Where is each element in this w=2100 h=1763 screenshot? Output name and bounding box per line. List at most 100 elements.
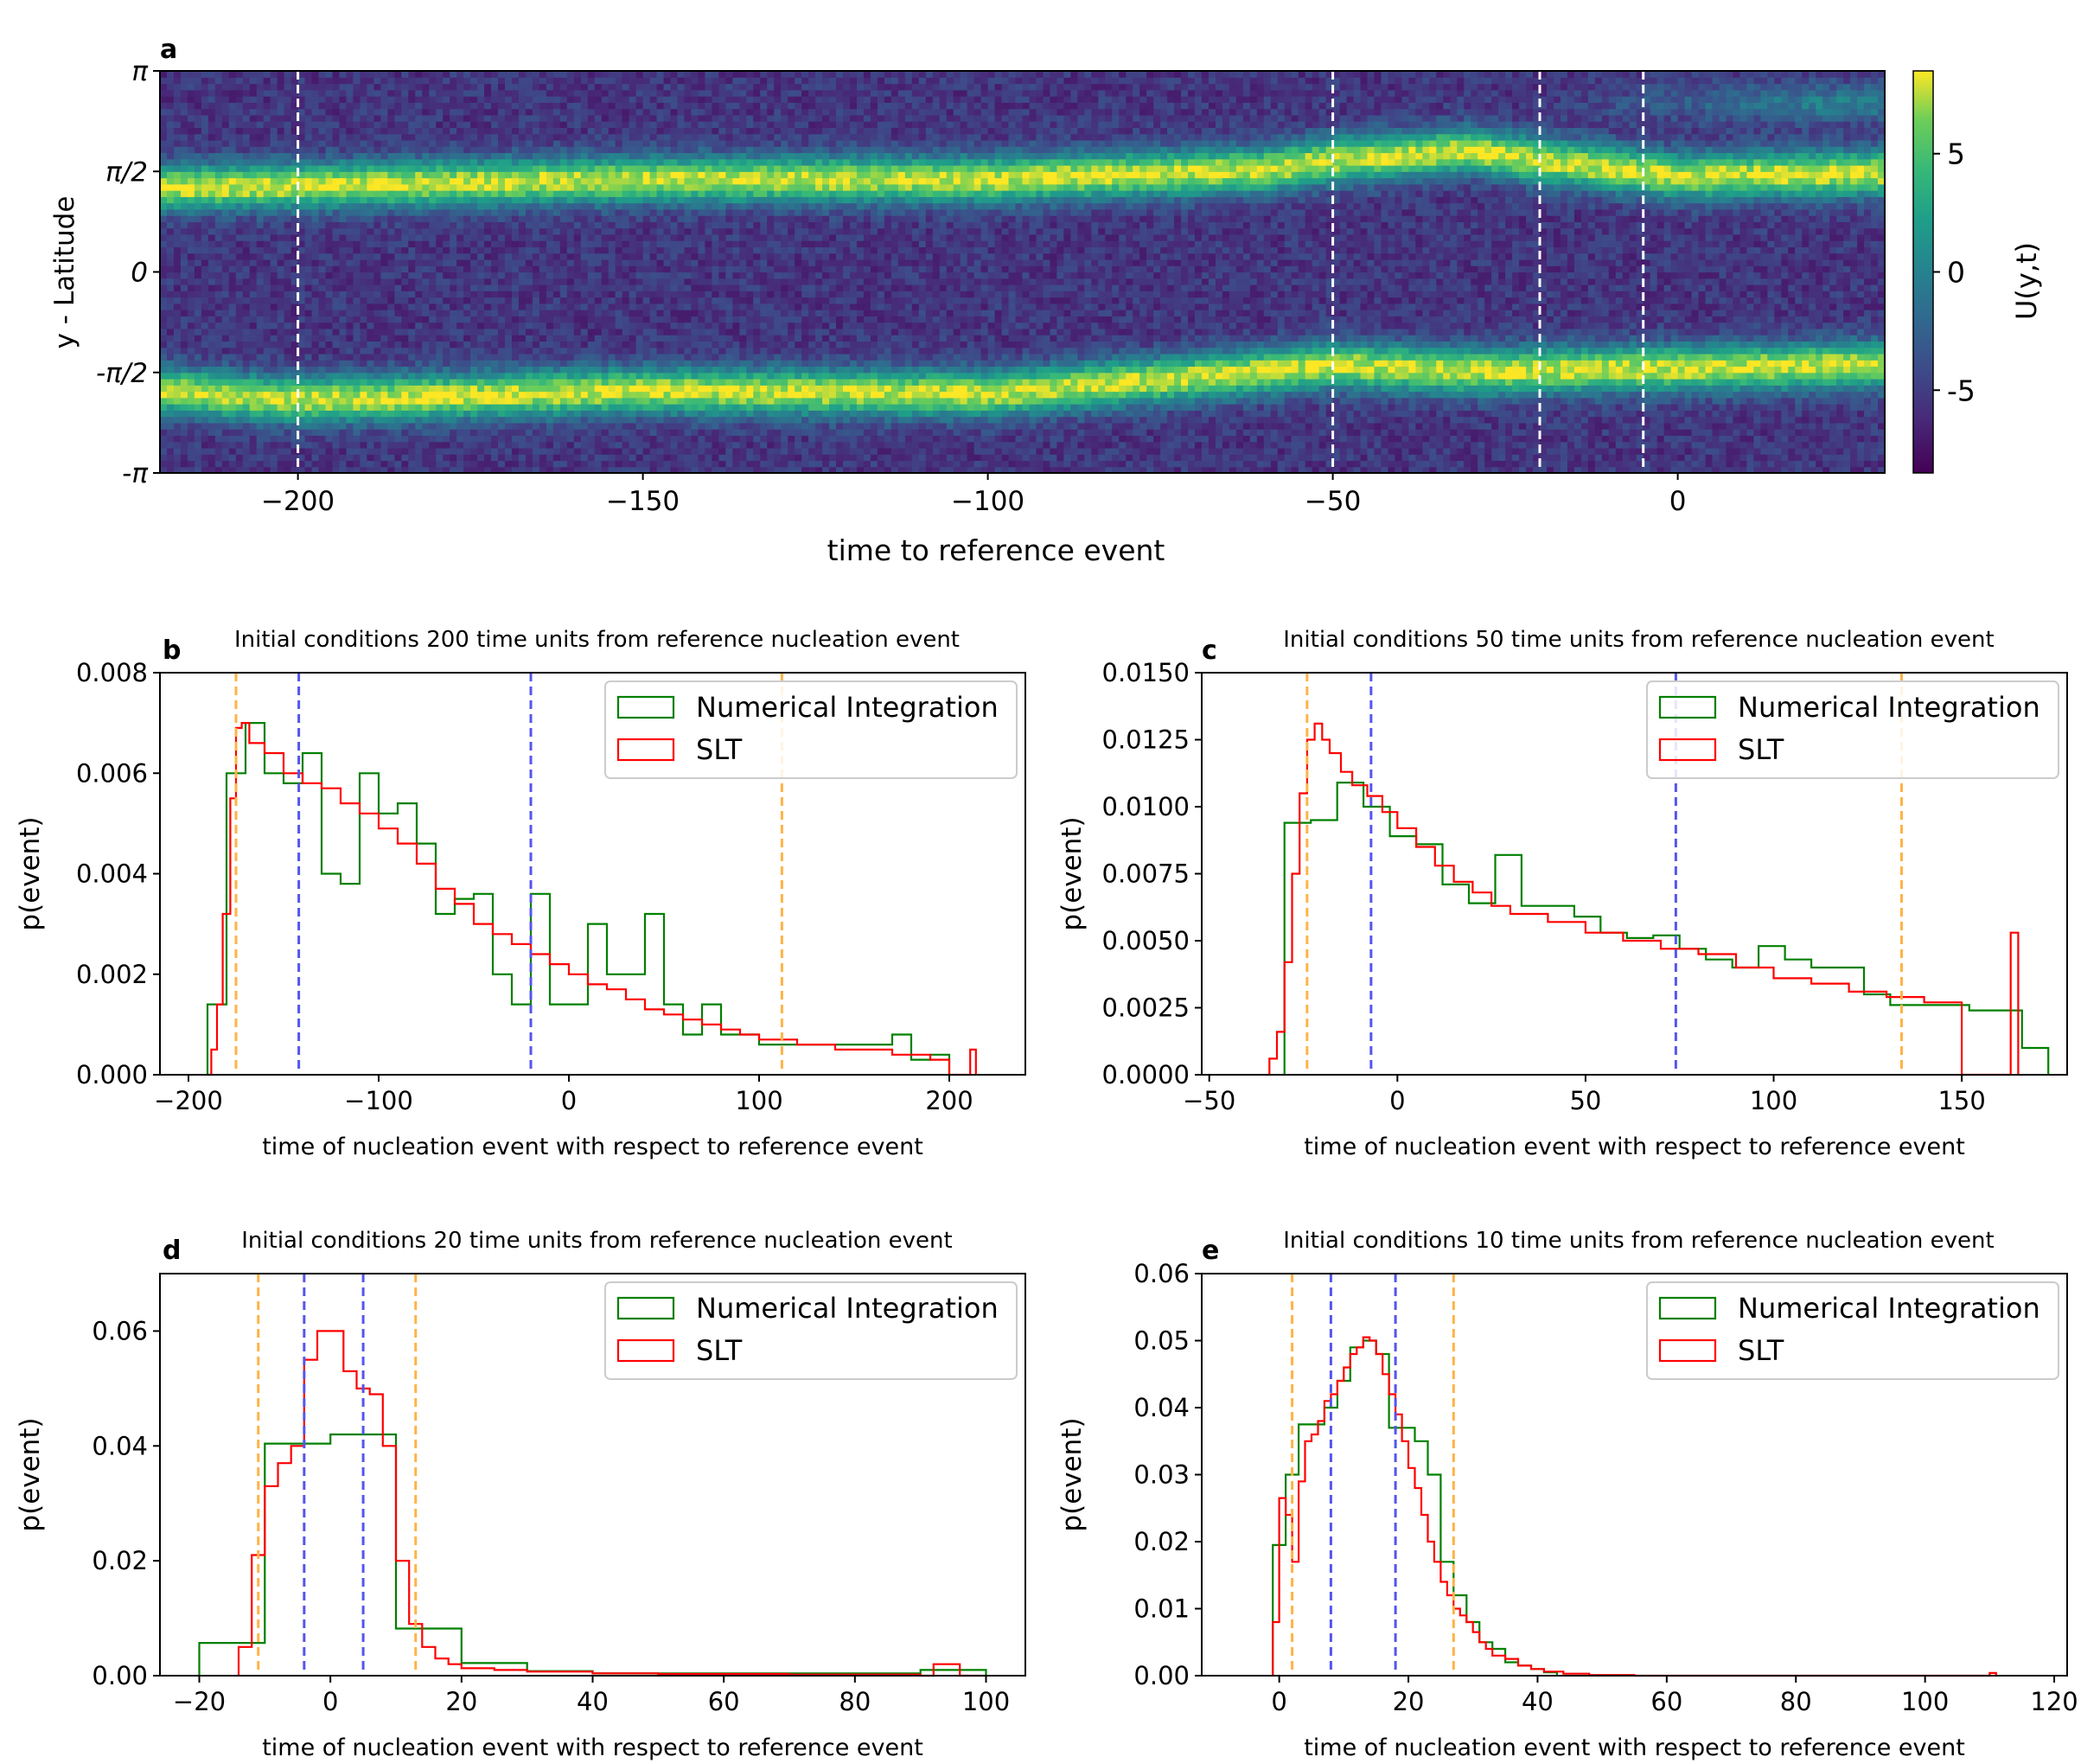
heatmap-cell <box>443 360 450 367</box>
heatmap-cell <box>463 397 471 405</box>
heatmap-cell <box>311 227 320 235</box>
heatmap-cell <box>367 341 374 348</box>
heatmap-cell <box>629 221 637 229</box>
heatmap-cell <box>367 297 374 304</box>
heatmap-cell <box>505 152 513 160</box>
heatmap-cell <box>539 454 547 462</box>
heatmap-cell <box>552 460 561 468</box>
heatmap-cell <box>401 183 409 191</box>
heatmap-cell <box>429 429 437 437</box>
heatmap-cell <box>270 233 278 241</box>
heatmap-cell <box>160 291 168 298</box>
heatmap-cell <box>573 177 582 185</box>
heatmap-cell <box>201 379 209 386</box>
heatmap-cell <box>221 171 230 179</box>
heatmap-cell <box>663 183 672 191</box>
heatmap-cell <box>422 196 430 204</box>
heatmap-cell <box>332 328 341 335</box>
heatmap-cell <box>642 391 651 399</box>
heatmap-cell <box>649 171 658 179</box>
heatmap-cell <box>373 127 381 135</box>
heatmap-cell <box>518 121 527 128</box>
heatmap-cell <box>518 410 527 418</box>
heatmap-cell <box>546 454 554 462</box>
heatmap-cell <box>415 102 423 110</box>
heatmap-cell <box>566 429 575 437</box>
heatmap-cell <box>277 391 285 399</box>
heatmap-cell <box>615 108 623 116</box>
heatmap-cell <box>194 372 202 380</box>
heatmap-cell <box>477 164 485 172</box>
heatmap-cell <box>380 208 388 216</box>
heatmap-cell <box>566 435 575 443</box>
heatmap-cell <box>360 397 367 405</box>
heatmap-cell <box>380 297 388 304</box>
heatmap-cell <box>552 177 561 185</box>
heatmap-cell <box>622 441 630 449</box>
heatmap-cell <box>277 416 285 424</box>
heatmap-cell <box>594 202 603 210</box>
heatmap-cell <box>491 265 499 273</box>
heatmap-cell <box>511 108 520 116</box>
heatmap-cell <box>401 271 409 279</box>
heatmap-cell <box>677 158 686 166</box>
heatmap-cell <box>353 284 361 291</box>
heatmap-cell <box>187 284 195 291</box>
heatmap-cell <box>353 360 361 367</box>
heatmap-cell <box>311 89 320 97</box>
heatmap-cell <box>608 83 616 91</box>
heatmap-cell <box>256 196 265 204</box>
heatmap-cell <box>401 372 409 380</box>
heatmap-cell <box>201 83 209 91</box>
heatmap-cell <box>297 379 306 386</box>
heatmap-cell <box>477 385 485 393</box>
heatmap-cell <box>422 416 430 424</box>
heatmap-cell <box>160 77 168 85</box>
heatmap-cell <box>477 347 485 355</box>
heatmap-cell <box>373 233 381 241</box>
heatmap-cell <box>187 265 195 273</box>
heatmap-cell <box>367 77 374 85</box>
heatmap-cell <box>601 83 610 91</box>
heatmap-cell <box>525 114 533 122</box>
heatmap-cell <box>415 341 423 348</box>
heatmap-cell <box>297 208 306 216</box>
heatmap-cell <box>367 454 374 462</box>
heatmap-cell <box>228 233 237 241</box>
heatmap-cell <box>587 146 596 154</box>
heatmap-cell <box>656 227 665 235</box>
heatmap-cell <box>263 466 271 473</box>
heatmap-cell <box>235 108 244 116</box>
heatmap-cell <box>505 347 513 355</box>
heatmap-cell <box>249 177 258 185</box>
heatmap-cell <box>415 240 423 248</box>
heatmap-cell <box>663 158 672 166</box>
heatmap-cell <box>187 146 195 154</box>
heatmap-cell <box>207 152 216 160</box>
heatmap-cell <box>249 322 258 329</box>
heatmap-cell <box>270 183 278 191</box>
heatmap-cell <box>367 89 374 97</box>
heatmap-cell <box>622 410 630 418</box>
heatmap-cell <box>443 391 450 399</box>
heatmap-cell <box>615 171 623 179</box>
heatmap-cell <box>518 335 527 342</box>
heatmap-cell <box>601 202 610 210</box>
heatmap-cell <box>525 96 533 103</box>
heatmap-cell <box>277 303 285 310</box>
heatmap-cell <box>559 353 568 361</box>
heatmap-cell <box>380 322 388 329</box>
heatmap-cell <box>580 271 589 279</box>
heatmap-cell <box>573 291 582 298</box>
heatmap-cell <box>422 435 430 443</box>
heatmap-cell <box>201 454 209 462</box>
heatmap-cell <box>511 460 520 468</box>
heatmap-cell <box>656 183 665 191</box>
heatmap-cell <box>311 385 320 393</box>
heatmap-cell <box>256 435 265 443</box>
heatmap-cell <box>532 77 540 85</box>
heatmap-cell <box>594 252 603 260</box>
heatmap-cell <box>394 133 402 141</box>
heatmap-cell <box>463 466 471 473</box>
heatmap-cell <box>498 227 506 235</box>
